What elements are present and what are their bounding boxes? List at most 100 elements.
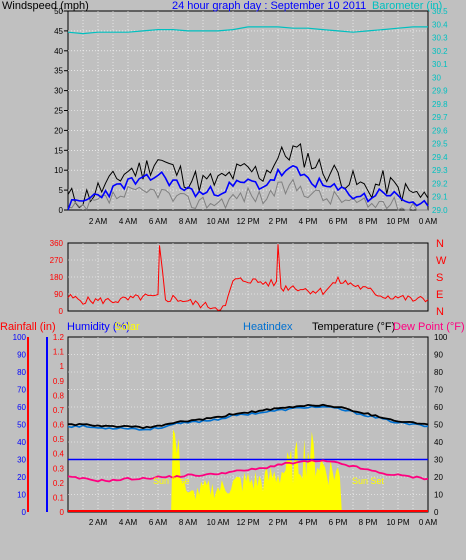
wind-time-axis: 2 AM 4 AM 6 AM 8 AM 10 AM 12 PM 2 PM 4 PM 6 PM 8 …	[89, 217, 438, 226]
time-tick-label: 12 PM	[236, 518, 259, 527]
rain-tick-label: 0	[60, 508, 65, 517]
barometer-tick-label: 29.1	[432, 193, 448, 202]
time-tick-label: 10 AM	[207, 518, 230, 527]
wind-tick-label: 30	[54, 87, 63, 96]
solar-axis: 0 0.1 0.2 0.3 0.4 0.5 0.6 0.7 0.8 0.9 1 1.1 1.2	[53, 333, 65, 517]
wind-gust-line	[67, 143, 429, 209]
barometer-label: Barometer (in)	[372, 0, 442, 12]
temp-tick-label: 90	[434, 351, 443, 360]
barometer-tick-label: 29.5	[432, 140, 448, 149]
temp-tick-label: 40	[434, 438, 443, 447]
time-tick-label: 10 PM	[386, 518, 409, 527]
temp-tick-label: 10	[434, 491, 443, 500]
wind-tick-label: 10	[54, 166, 63, 175]
compass-tick-label: N	[436, 238, 444, 250]
barometer-tick-label: 30.5	[432, 7, 448, 16]
temp-tick-label: 30	[434, 456, 443, 465]
rain-tick-label: 0.4	[53, 450, 65, 459]
time-tick-label: 10 PM	[386, 217, 409, 226]
barometer-tick-label: 29.8	[432, 100, 448, 109]
rain-tick-label: 1	[60, 362, 65, 371]
sunrise-label: Sun Rise	[153, 476, 190, 486]
barometer-tick-label: 29.2	[432, 179, 448, 188]
heatindex-line	[67, 405, 429, 431]
temperature-line	[68, 403, 429, 430]
humidity-tick-label: 10	[17, 491, 26, 500]
compass-tick-label: E	[436, 289, 443, 301]
wind-title: 24 hour graph day : September 10 2011	[172, 0, 366, 12]
time-tick-label: 4 PM	[299, 518, 318, 527]
time-tick-label: 8 AM	[179, 217, 198, 226]
rain-axis: 0 10 20 30 40 50 60 70 80 90 100	[13, 333, 27, 517]
wind-tick-label: 50	[54, 7, 63, 16]
barometer-axis: 29.0 29.1 29.2 29.3 29.4 29.5 29.6 29.7 29.8 29.9…	[432, 7, 448, 215]
compass-tick-label: W	[436, 255, 447, 267]
time-tick-label: 10 AM	[207, 217, 230, 226]
humidity-tick-label: 80	[17, 368, 26, 377]
compass-tick-label: S	[436, 272, 443, 284]
time-tick-label: 2 PM	[269, 518, 288, 527]
wind-ylabel: Windspeed (mph)	[2, 0, 89, 12]
temp-tick-label: 80	[434, 368, 443, 377]
legend-dewpoint: Dew Point (°F)	[393, 321, 465, 333]
temp-tick-label: 100	[434, 333, 448, 342]
wind-tick-label: 35	[54, 67, 63, 76]
humidity-tick-label: 0	[22, 508, 27, 517]
time-tick-label: 0 AM	[419, 217, 438, 226]
direction-tick-label: 360	[50, 239, 64, 248]
wind-direction-line	[67, 244, 429, 311]
barometer-tick-label: 29.6	[432, 126, 448, 135]
time-tick-label: 6 AM	[149, 217, 168, 226]
time-tick-label: 6 AM	[149, 518, 168, 527]
direction-tick-label: 180	[50, 273, 64, 282]
rain-tick-label: 0.7	[53, 406, 65, 415]
rain-tick-label: 0.9	[53, 377, 65, 386]
legend-temperature: Temperature (°F)	[312, 321, 395, 333]
direction-grid	[68, 243, 428, 311]
barometer-tick-label: 30.2	[432, 47, 448, 56]
humidity-tick-label: 70	[17, 386, 26, 395]
humidity-tick-label: 20	[17, 473, 26, 482]
time-tick-label: 12 PM	[236, 217, 259, 226]
temp-right-axis: 0 10 20 30 40 50 60 70 80 90 100	[434, 333, 448, 517]
humidity-tick-label: 90	[17, 351, 26, 360]
temp-tick-label: 70	[434, 386, 443, 395]
temp-series	[67, 403, 429, 512]
direction-series	[67, 244, 429, 311]
barometer-tick-label: 30	[432, 73, 441, 82]
rain-tick-label: 1.1	[53, 348, 65, 357]
legend-solar: Solar	[114, 321, 140, 333]
time-tick-label: 4 PM	[299, 217, 318, 226]
rain-tick-label: 0.2	[53, 479, 65, 488]
temp-tick-label: 50	[434, 421, 443, 430]
time-tick-label: 2 PM	[269, 217, 288, 226]
dewpoint-line	[67, 459, 429, 483]
time-tick-label: 2 AM	[89, 217, 108, 226]
wind-tick-label: 40	[54, 47, 63, 56]
time-tick-label: 8 AM	[179, 518, 198, 527]
legend-rainfall: Rainfall (in)	[0, 321, 56, 333]
rain-tick-label: 0.6	[53, 421, 65, 430]
legend-humidity: Humidity (%)	[67, 321, 130, 333]
temp-tick-label: 60	[434, 403, 443, 412]
wind-tick-label: 15	[54, 146, 63, 155]
rain-tick-label: 1.2	[53, 333, 65, 342]
barometer-tick-label: 30.1	[432, 60, 448, 69]
wind-tick-label: 0	[59, 206, 64, 215]
barometer-tick-label: 29.7	[432, 113, 448, 122]
wind-tick-label: 20	[54, 126, 63, 135]
wind-tick-label: 5	[59, 186, 64, 195]
wind-series	[67, 26, 429, 211]
barometer-tick-label: 29.4	[432, 153, 448, 162]
barometer-tick-label: 30.3	[432, 34, 448, 43]
temp-time-axis: 2 AM 4 AM 6 AM 8 AM 10 AM 12 PM 2 PM 4 PM 6 PM 8 …	[89, 518, 438, 527]
time-tick-label: 0 AM	[419, 518, 438, 527]
rain-tick-label: 0.5	[53, 435, 65, 444]
wind-tick-label: 45	[54, 27, 63, 36]
temp-tick-label: 0	[434, 508, 439, 517]
wind-tick-label: 25	[54, 107, 63, 116]
direction-tick-label: 90	[54, 290, 63, 299]
